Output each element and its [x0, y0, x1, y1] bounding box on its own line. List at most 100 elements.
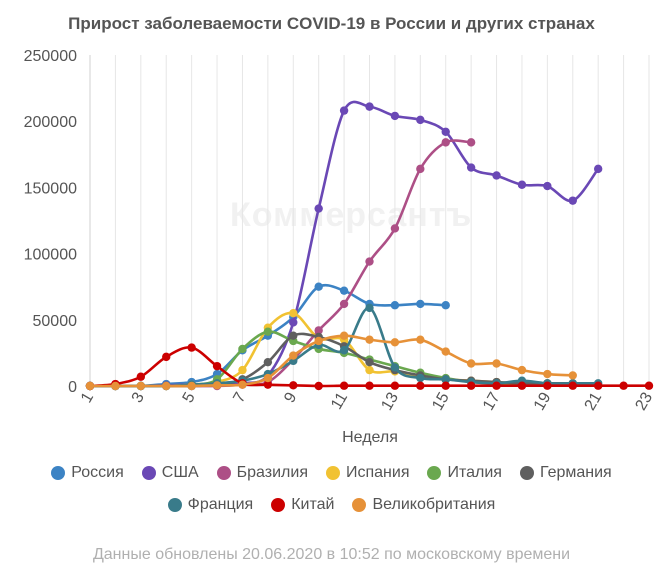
series-point-8[interactable]: [162, 381, 171, 391]
series-point-7[interactable]: [492, 381, 501, 390]
series-point-8[interactable]: [111, 381, 120, 391]
series-point-7[interactable]: [416, 381, 425, 390]
series-point-1[interactable]: [492, 171, 501, 180]
series-point-1[interactable]: [466, 163, 476, 172]
series-point-8[interactable]: [517, 365, 527, 375]
legend-label: США: [161, 464, 199, 481]
series-point-8[interactable]: [390, 338, 400, 347]
series-point-3[interactable]: [365, 365, 374, 375]
series-point-6[interactable]: [339, 346, 349, 355]
series-point-6[interactable]: [441, 375, 450, 384]
legend-item-4[interactable]: Италия: [427, 462, 502, 484]
series-point-0[interactable]: [390, 301, 400, 310]
x-tick-label: 15: [429, 390, 453, 414]
series-point-8[interactable]: [289, 351, 298, 360]
series-point-7[interactable]: [187, 343, 196, 352]
x-tick-label: 9: [281, 390, 300, 406]
series-point-8[interactable]: [466, 359, 476, 368]
series-point-3[interactable]: [238, 365, 247, 375]
series-point-1[interactable]: [593, 164, 603, 174]
series-point-2[interactable]: [441, 138, 450, 147]
series-point-2[interactable]: [390, 224, 400, 233]
legend-marker: [325, 466, 340, 480]
legend-marker: [141, 466, 156, 480]
series-point-7[interactable]: [517, 381, 527, 390]
series-point-8[interactable]: [238, 380, 247, 389]
series-point-8[interactable]: [339, 331, 349, 340]
series-point-1[interactable]: [568, 196, 577, 205]
legend-item-1[interactable]: США: [141, 462, 199, 484]
series-point-1[interactable]: [365, 102, 374, 111]
series-point-8[interactable]: [365, 335, 374, 344]
series-point-6[interactable]: [390, 363, 400, 372]
series-point-1[interactable]: [390, 111, 400, 121]
series-point-7[interactable]: [339, 381, 349, 390]
legend-item-0[interactable]: Россия: [51, 462, 124, 484]
series-point-0[interactable]: [339, 286, 349, 295]
series-point-7[interactable]: [390, 381, 400, 390]
series-point-2[interactable]: [466, 138, 476, 147]
series-point-7[interactable]: [593, 381, 603, 390]
series-point-8[interactable]: [441, 347, 450, 356]
series-point-7[interactable]: [543, 381, 552, 390]
legend-item-2[interactable]: Бразилия: [216, 462, 308, 484]
series-point-0[interactable]: [416, 299, 425, 309]
series-point-8[interactable]: [136, 381, 146, 391]
series-point-5[interactable]: [263, 357, 273, 367]
series-point-0[interactable]: [441, 301, 450, 310]
legend-item-8[interactable]: Великобритания: [352, 494, 495, 516]
series-point-7[interactable]: [136, 372, 146, 381]
x-tick-label: 19: [531, 390, 555, 414]
series-point-7[interactable]: [212, 361, 222, 371]
series-point-1[interactable]: [441, 127, 450, 136]
series-point-2[interactable]: [339, 299, 349, 309]
series-point-6[interactable]: [416, 373, 425, 383]
legend-label: Китай: [291, 496, 335, 513]
y-tick-label: 0: [68, 379, 77, 396]
legend-marker: [427, 466, 442, 480]
series-point-1[interactable]: [543, 181, 552, 191]
series-point-8[interactable]: [314, 336, 323, 346]
series-point-7[interactable]: [644, 381, 654, 390]
series-point-2[interactable]: [365, 257, 374, 266]
legend-item-5[interactable]: Германия: [519, 462, 612, 484]
series-point-8[interactable]: [543, 369, 552, 379]
series-point-5[interactable]: [289, 331, 298, 340]
series-point-1[interactable]: [289, 318, 298, 327]
series-point-8[interactable]: [416, 335, 425, 344]
series-point-7[interactable]: [162, 352, 171, 362]
series-point-7[interactable]: [314, 381, 323, 391]
series-point-6[interactable]: [365, 303, 374, 313]
series-point-8[interactable]: [263, 373, 273, 383]
series-point-8[interactable]: [568, 371, 577, 380]
series-point-8[interactable]: [212, 381, 222, 390]
series-point-2[interactable]: [416, 164, 425, 174]
x-tick-label: 1: [78, 390, 97, 406]
series-point-1[interactable]: [314, 204, 323, 213]
series-point-3[interactable]: [289, 308, 298, 318]
legend-item-3[interactable]: Испания: [325, 462, 410, 484]
series-point-8[interactable]: [492, 359, 501, 368]
legend-label: Испания: [345, 464, 410, 481]
series-point-7[interactable]: [263, 380, 273, 389]
legend-marker: [216, 466, 231, 480]
series-point-1[interactable]: [416, 115, 425, 125]
series-point-7[interactable]: [441, 381, 450, 390]
series-point-1[interactable]: [339, 106, 349, 115]
series-point-4[interactable]: [238, 344, 247, 354]
series-point-8[interactable]: [85, 381, 95, 391]
series-point-2[interactable]: [314, 326, 323, 335]
series-point-7[interactable]: [466, 381, 476, 390]
series-point-7[interactable]: [289, 381, 298, 390]
series-point-7[interactable]: [365, 381, 374, 390]
legend-item-6[interactable]: Франция: [167, 494, 253, 516]
legend-item-7[interactable]: Китай: [271, 494, 334, 516]
series-point-7[interactable]: [568, 381, 577, 390]
series-point-4[interactable]: [263, 327, 273, 336]
x-tick-label: 23: [632, 390, 656, 414]
series-point-8[interactable]: [187, 381, 196, 391]
series-point-7[interactable]: [619, 381, 628, 390]
series-point-0[interactable]: [314, 282, 323, 291]
series-point-5[interactable]: [365, 357, 374, 367]
series-point-1[interactable]: [517, 180, 527, 189]
